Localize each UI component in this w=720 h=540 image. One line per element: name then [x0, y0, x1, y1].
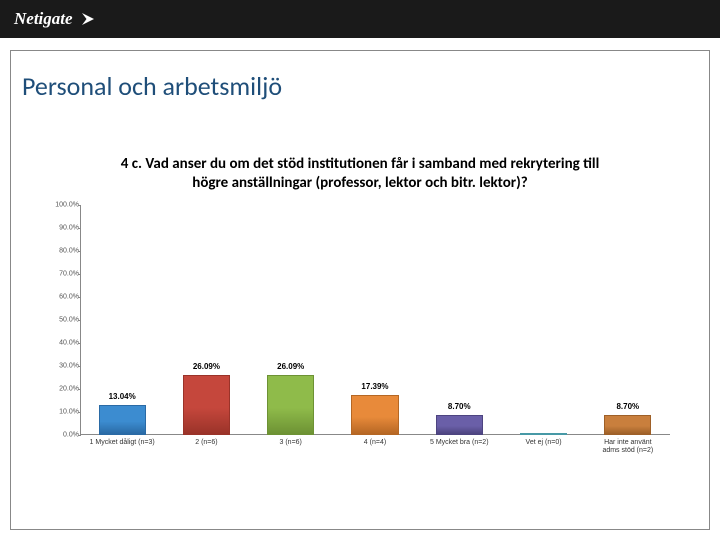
bar-value-label: 17.39% — [361, 382, 388, 391]
x-label: 4 (n=4) — [333, 439, 417, 455]
y-tick-label: 60.0% — [46, 293, 79, 300]
bar-slot: 26.09% — [249, 205, 333, 435]
bar-value-label: 26.09% — [193, 362, 220, 371]
bar: 8.70% — [604, 415, 651, 435]
bar-slot: 13.04% — [80, 205, 164, 435]
y-tick-label: 50.0% — [46, 316, 79, 323]
section-title: Personal och arbetsmiljö — [22, 70, 282, 102]
y-tick-label: 30.0% — [46, 362, 79, 369]
x-label: Har inte använt adms stöd (n=2) — [586, 439, 670, 455]
y-tick-label: 100.0% — [46, 201, 79, 208]
chart: 4 c. Vad anser du om det stöd institutio… — [45, 155, 675, 520]
bar-value-label: 13.04% — [109, 392, 136, 401]
bar-value-label: 26.09% — [277, 362, 304, 371]
bar: 17.39% — [351, 395, 398, 435]
y-tick-label: 80.0% — [46, 247, 79, 254]
bar — [520, 433, 567, 435]
bar-value-label: 8.70% — [616, 402, 639, 411]
app-header: Netigate — [0, 0, 720, 38]
bar-slot: 8.70% — [586, 205, 670, 435]
chart-title: 4 c. Vad anser du om det stöd institutio… — [45, 155, 675, 205]
y-tick-label: 40.0% — [46, 339, 79, 346]
x-label: 3 (n=6) — [249, 439, 333, 455]
chart-plot: 0.0%10.0%20.0%30.0%40.0%50.0%60.0%70.0%8… — [80, 205, 670, 465]
bar-slot: 26.09% — [164, 205, 248, 435]
y-tick-label: 0.0% — [46, 431, 79, 438]
y-tick-label: 90.0% — [46, 224, 79, 231]
x-label: 1 Mycket dåligt (n=3) — [80, 439, 164, 455]
logo: Netigate — [14, 9, 97, 29]
y-tick-label: 10.0% — [46, 408, 79, 415]
bar-slot — [501, 205, 585, 435]
y-tick-label: 70.0% — [46, 270, 79, 277]
y-tick-label: 20.0% — [46, 385, 79, 392]
logo-text: Netigate — [14, 9, 73, 29]
chart-bars: 13.04% 26.09% 26.09% 17.39% 8.70% 8.70% — [80, 205, 670, 435]
bar-slot: 17.39% — [333, 205, 417, 435]
bar: 13.04% — [99, 405, 146, 435]
bar: 26.09% — [183, 375, 230, 435]
bar: 8.70% — [436, 415, 483, 435]
bar-value-label: 8.70% — [448, 402, 471, 411]
bar: 26.09% — [267, 375, 314, 435]
x-label: 2 (n=6) — [164, 439, 248, 455]
logo-icon — [79, 10, 97, 28]
bar-slot: 8.70% — [417, 205, 501, 435]
chart-xlabels: 1 Mycket dåligt (n=3)2 (n=6)3 (n=6)4 (n=… — [80, 439, 670, 455]
x-label: Vet ej (n=0) — [501, 439, 585, 455]
y-tick-mark — [78, 435, 81, 436]
x-label: 5 Mycket bra (n=2) — [417, 439, 501, 455]
